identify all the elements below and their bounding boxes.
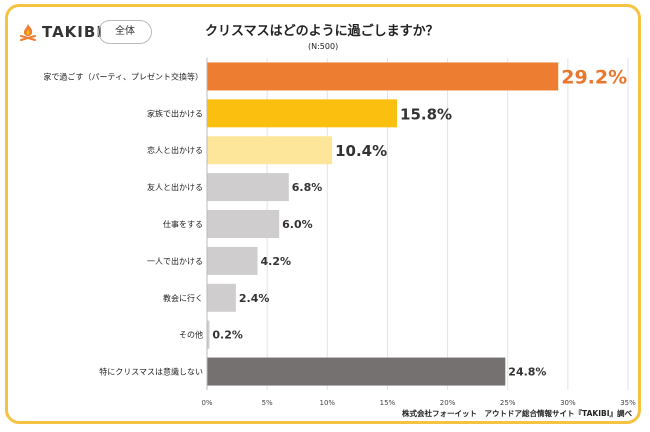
bar <box>207 99 398 128</box>
data-label: 4.2% <box>261 255 292 268</box>
sample-size: (N:500) <box>308 42 339 51</box>
category-label: 友人と出かける <box>147 182 203 192</box>
chart-title: クリスマスはどのように過ごしますか？ <box>205 24 439 39</box>
bar <box>207 210 280 238</box>
data-label: 2.4% <box>239 292 270 305</box>
category-label: 家族で出かける <box>147 108 203 118</box>
category-label: 一人で出かける <box>147 256 203 266</box>
x-tick-label: 10% <box>320 399 336 407</box>
bar <box>207 246 258 275</box>
data-label: 29.2% <box>561 66 627 88</box>
category-label: 家で過ごす（パーティ、プレゼント交換等） <box>43 71 203 81</box>
bar <box>207 62 559 91</box>
segment-badge: 全体 <box>98 20 152 44</box>
campfire-icon <box>20 24 36 41</box>
data-label: 15.8% <box>400 105 452 123</box>
category-label: 仕事をする <box>163 219 203 229</box>
bar <box>207 357 506 386</box>
x-tick-label: 0% <box>201 399 212 407</box>
data-label: 6.0% <box>282 218 313 231</box>
category-label: 教会に行く <box>163 293 203 303</box>
bar <box>207 136 333 165</box>
data-label: 10.4% <box>335 142 387 160</box>
x-tick-label: 25% <box>500 399 516 407</box>
x-tick-label: 5% <box>262 399 273 407</box>
data-label: 0.2% <box>212 329 243 342</box>
category-label: 特にクリスマスは意識しない <box>99 367 203 377</box>
bar <box>207 173 289 202</box>
category-label: その他 <box>179 330 203 340</box>
x-tick-label: 20% <box>440 399 456 407</box>
x-tick-label: 15% <box>380 399 396 407</box>
category-label: 恋人と出かける <box>147 145 203 155</box>
data-label: 6.8% <box>292 181 323 194</box>
logo-text: TAKIBI <box>42 23 103 41</box>
x-tick-label: 30% <box>560 399 576 407</box>
bar <box>207 320 210 349</box>
logo: TAKIBI <box>18 22 103 42</box>
bar <box>207 283 236 312</box>
data-label: 24.8% <box>508 366 546 379</box>
x-tick-label: 35% <box>620 399 636 407</box>
source-note: 株式会社フォーイット アウトドア総合情報サイト『TAKIBI』調べ <box>402 409 632 418</box>
